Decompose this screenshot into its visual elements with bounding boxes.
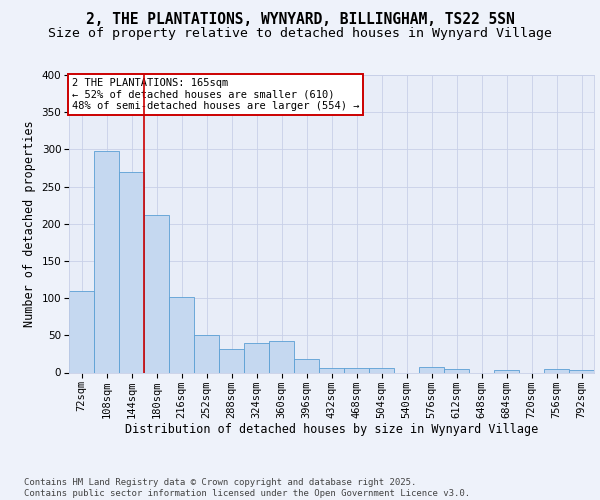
Bar xyxy=(419,368,444,372)
Bar xyxy=(344,368,369,372)
Bar xyxy=(269,342,294,372)
Bar xyxy=(544,369,569,372)
Bar xyxy=(569,370,594,372)
Y-axis label: Number of detached properties: Number of detached properties xyxy=(23,120,36,327)
Bar xyxy=(219,350,244,372)
Text: 2, THE PLANTATIONS, WYNYARD, BILLINGHAM, TS22 5SN: 2, THE PLANTATIONS, WYNYARD, BILLINGHAM,… xyxy=(86,12,514,28)
Bar xyxy=(244,343,269,372)
X-axis label: Distribution of detached houses by size in Wynyard Village: Distribution of detached houses by size … xyxy=(125,423,538,436)
Bar xyxy=(169,298,194,372)
Bar xyxy=(494,370,519,372)
Text: Contains HM Land Registry data © Crown copyright and database right 2025.
Contai: Contains HM Land Registry data © Crown c… xyxy=(24,478,470,498)
Bar xyxy=(294,359,319,372)
Bar xyxy=(369,368,394,372)
Bar xyxy=(194,334,219,372)
Text: 2 THE PLANTATIONS: 165sqm
← 52% of detached houses are smaller (610)
48% of semi: 2 THE PLANTATIONS: 165sqm ← 52% of detac… xyxy=(71,78,359,111)
Bar xyxy=(319,368,344,372)
Bar xyxy=(69,290,94,372)
Bar xyxy=(119,172,144,372)
Text: Size of property relative to detached houses in Wynyard Village: Size of property relative to detached ho… xyxy=(48,28,552,40)
Bar xyxy=(94,151,119,372)
Bar xyxy=(444,369,469,372)
Bar xyxy=(144,215,169,372)
